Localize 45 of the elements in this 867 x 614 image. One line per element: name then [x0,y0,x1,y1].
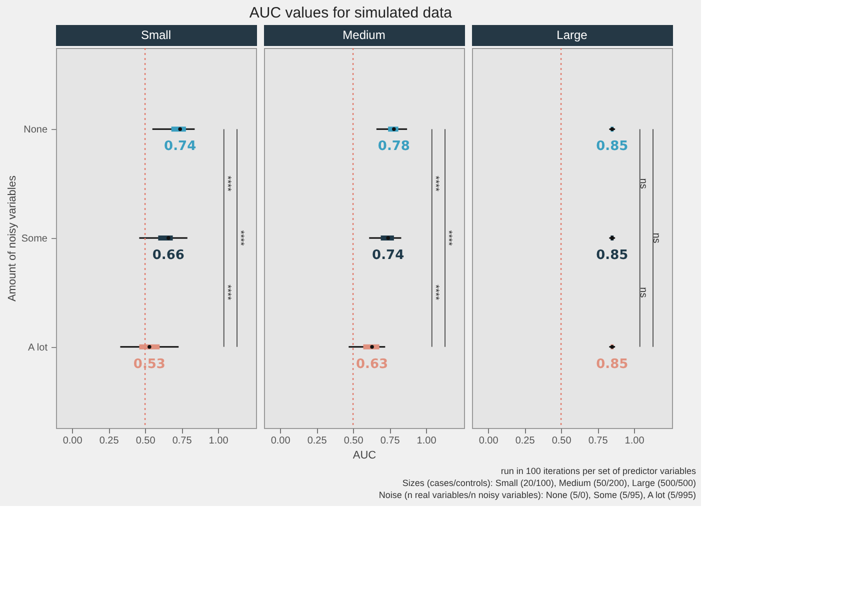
x-tick-label: 1.00 [624,436,645,446]
x-tick-label: 1.00 [208,436,229,446]
x-tick-label: 0.50 [552,436,572,446]
annotation: **** [234,230,246,246]
annotation: 0.85 [596,248,628,263]
y-tick-label: Some [21,234,48,244]
annotation: 0.53 [133,356,166,372]
annotation: ns [638,178,649,189]
annotation: 0.78 [378,139,410,154]
x-tick-label: 0.00 [478,436,499,446]
annotation: 0.85 [596,139,628,154]
annotation: **** [222,284,233,300]
chart-subtitle: Large [556,28,588,42]
x-tick-label: 0.25 [515,436,536,446]
annotation: **** [442,230,454,246]
annotation: 0.74 [164,139,196,154]
y-tick-label: None [24,124,48,136]
annotation: ns [638,287,649,298]
x-tick-label: 0.50 [344,436,364,446]
y-tick-label: A lot [28,342,48,354]
x-tick-label: 0.50 [136,436,156,446]
x-tick-label: 0.75 [588,436,608,446]
x-tick-label: 0.25 [307,436,328,446]
annotation: ns [650,232,662,244]
text: Noise (n real variables/n noisy variables): None (5/0), Some (5/95), A lot (5/995) [378,490,696,500]
text: AUC values for simulated data [249,4,453,22]
x-tick-label: 0.00 [62,436,83,446]
x-tick-label: 0.75 [380,436,400,446]
x-tick-label: 0.00 [270,436,291,446]
x-tick-label: 0.75 [172,436,192,446]
annotation: 0.74 [372,248,404,263]
annotation: **** [222,176,233,192]
annotation: 0.85 [596,356,628,372]
x-tick-label: 1.00 [416,436,437,446]
chart-subtitle: Small [140,28,172,42]
chart-subtitle: Medium [342,28,386,42]
y-axis-title: Amount of noisy variables [6,175,18,302]
annotation: **** [430,284,441,300]
text: Sizes (cases/controls): Small (20/100), Medium (50/200), Large (500/500) [402,478,696,488]
annotation: 0.66 [152,248,184,263]
text: run in 100 iterations per set of predictor variables [500,466,696,476]
x-axis-title: AUC [352,450,376,462]
annotation: **** [430,176,441,192]
annotation: 0.63 [356,356,388,372]
x-tick-label: 0.25 [99,436,120,446]
